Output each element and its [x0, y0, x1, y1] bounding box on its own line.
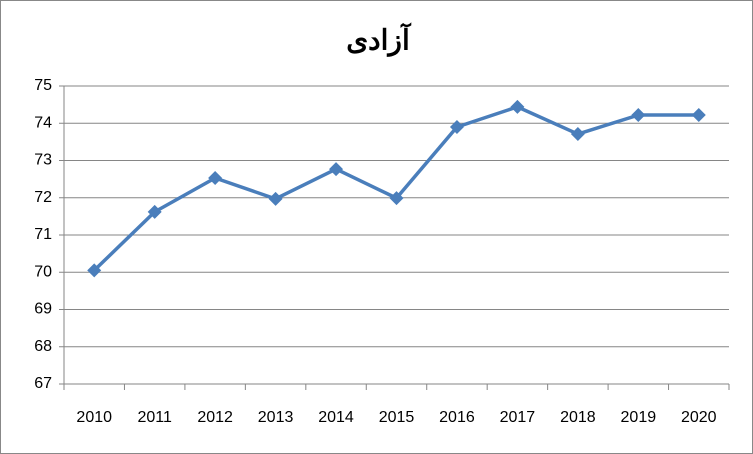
y-tick-label: 69: [34, 301, 52, 318]
x-tick-label: 2017: [500, 409, 536, 426]
marker: [570, 127, 585, 142]
y-tick-label: 73: [34, 152, 52, 169]
x-tick-label: 2013: [258, 409, 294, 426]
y-tick-label: 71: [34, 226, 52, 243]
x-tick-label: 2014: [318, 409, 354, 426]
y-tick-label: 68: [34, 338, 52, 355]
y-tick-label: 72: [34, 189, 52, 206]
y-tick-label: 75: [34, 77, 52, 94]
marker: [268, 191, 283, 206]
y-tick-label: 67: [34, 375, 52, 392]
marker: [510, 99, 525, 114]
x-tick-label: 2019: [621, 409, 657, 426]
x-tick-label: 2018: [560, 409, 596, 426]
x-tick-label: 2016: [439, 409, 475, 426]
marker: [449, 119, 464, 134]
y-tick-label: 70: [34, 263, 52, 280]
x-tick-label: 2011: [137, 409, 172, 426]
y-tick-label: 74: [34, 114, 52, 131]
x-tick-label: 2010: [76, 409, 112, 426]
marker: [631, 108, 646, 123]
marker: [329, 162, 344, 177]
marker: [208, 171, 223, 186]
marker: [87, 263, 102, 278]
marker: [691, 108, 706, 123]
chart-title: آزادی: [346, 22, 412, 58]
x-tick-label: 2020: [681, 409, 717, 426]
marker: [389, 191, 404, 206]
x-tick-label: 2015: [379, 409, 415, 426]
x-tick-label: 2012: [197, 409, 233, 426]
marker: [147, 204, 162, 219]
